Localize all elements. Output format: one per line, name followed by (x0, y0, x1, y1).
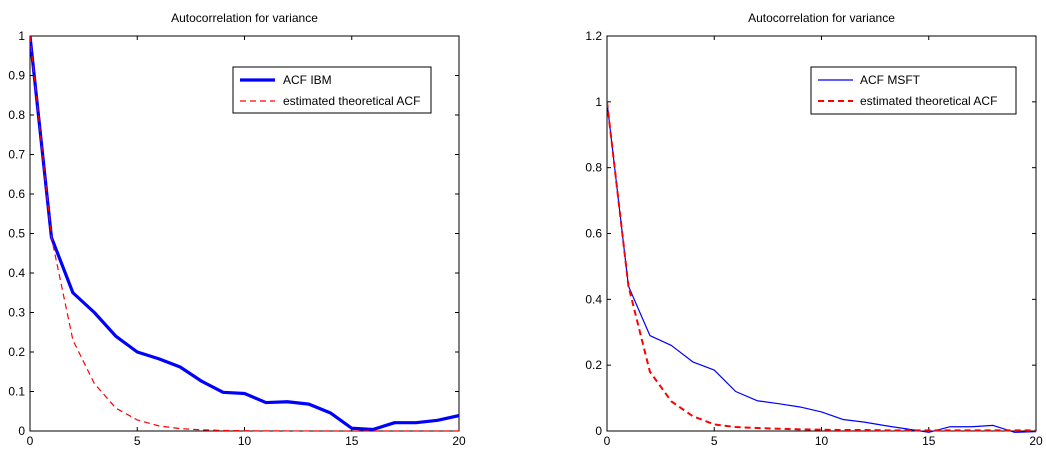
chart-title: Autocorrelation for variance (748, 11, 895, 25)
x-tick-label: 0 (27, 434, 34, 448)
x-tick-label: 0 (604, 434, 611, 448)
x-tick-label: 10 (238, 434, 252, 448)
x-tick-label: 15 (922, 434, 936, 448)
legend-label: estimated theoretical ACF (283, 94, 420, 108)
y-tick-label: 0.2 (8, 345, 25, 359)
y-tick-label: 0.1 (8, 385, 25, 399)
y-tick-label: 0.7 (8, 148, 25, 162)
legend: ACF IBM estimated theoretical ACF (232, 66, 432, 114)
legend-label: ACF IBM (283, 73, 332, 87)
legend-label: ACF MSFT (860, 73, 921, 87)
series-line-2 (607, 101, 1036, 432)
x-tick-label: 5 (711, 434, 718, 448)
y-tick-label: 0.6 (8, 187, 25, 201)
y-tick-label: 1.2 (585, 29, 602, 43)
x-tick-label: 10 (815, 434, 829, 448)
chart-2: Autocorrelation for variance 0 5 10 15 20 0 0.2… (585, 11, 1043, 448)
y-tick-label: 0.6 (585, 227, 602, 241)
x-tick-label: 20 (1029, 434, 1043, 448)
x-tick-label: 5 (134, 434, 141, 448)
series-line-1 (607, 101, 1036, 433)
x-tick-label: 15 (345, 434, 359, 448)
legend-box (810, 66, 1017, 115)
y-tick-label: 0.5 (8, 227, 25, 241)
y-tick-label: 0 (18, 424, 25, 438)
y-tick-label: 0 (595, 424, 602, 438)
legend: ACF MSFT estimated theoretical ACF (810, 66, 1017, 115)
chart-1: Autocorrelation for variance 0 5 10 15 20 0 0.1… (8, 11, 466, 448)
y-tick-label: 0.9 (8, 69, 25, 83)
y-tick-label: 0.4 (585, 292, 602, 306)
y-tick-label: 1 (595, 95, 602, 109)
legend-box (232, 66, 432, 114)
y-tick-label: 0.4 (8, 266, 25, 280)
x-tick-label: 20 (452, 434, 466, 448)
series-line-1 (30, 35, 459, 432)
series-line-2 (30, 35, 459, 432)
y-tick-label: 1 (18, 29, 25, 43)
y-tick-label: 0.8 (8, 108, 25, 122)
y-tick-label: 0.3 (8, 306, 25, 320)
legend-label: estimated theoretical ACF (860, 94, 997, 108)
y-tick-label: 0.2 (585, 358, 602, 372)
y-tick-label: 0.8 (585, 161, 602, 175)
chart-title: Autocorrelation for variance (171, 11, 318, 25)
